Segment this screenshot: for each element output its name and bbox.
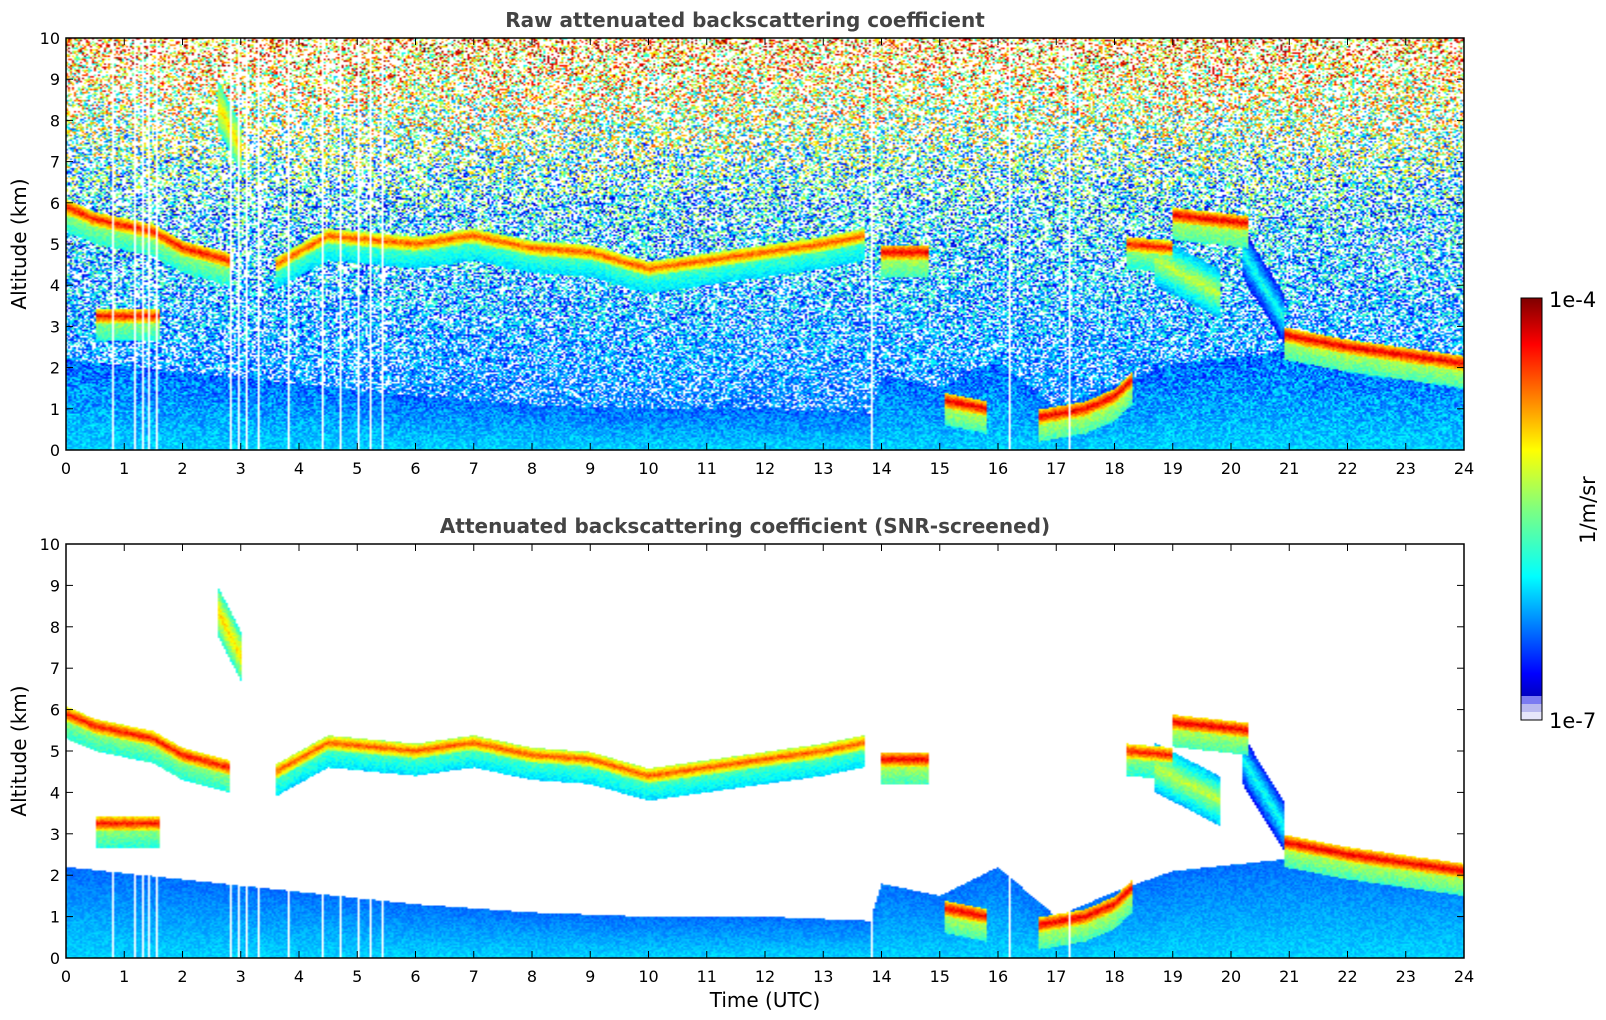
x-tick-label: 14 <box>871 459 891 478</box>
y-tick-label: 9 <box>50 576 60 595</box>
top-panel-title: Raw attenuated backscattering coefficien… <box>505 8 985 32</box>
x-tick-label: 18 <box>1104 459 1124 478</box>
x-tick-label: 19 <box>1163 459 1183 478</box>
y-tick-label: 3 <box>50 317 60 336</box>
x-tick-label: 16 <box>988 967 1008 986</box>
x-tick-label: 2 <box>177 967 187 986</box>
x-tick-label: 1 <box>119 967 129 986</box>
x-tick-label: 3 <box>236 967 246 986</box>
top-y-axis: 0 1 2 3 4 5 6 7 8 9 10 <box>40 29 1464 460</box>
x-tick-label: 21 <box>1279 967 1299 986</box>
top-y-axis-label: Altitude (km) <box>7 178 31 309</box>
x-tick-label: 6 <box>410 967 420 986</box>
x-tick-label: 4 <box>294 459 304 478</box>
x-axis-label: Time (UTC) <box>709 988 821 1012</box>
y-tick-label: 8 <box>50 618 60 637</box>
colorbar-unit-label: 1/m/sr <box>1576 476 1600 544</box>
x-tick-label: 20 <box>1221 459 1241 478</box>
x-tick-label: 6 <box>410 459 420 478</box>
x-tick-label: 9 <box>585 967 595 986</box>
x-tick-label: 2 <box>177 459 187 478</box>
y-tick-label: 1 <box>50 400 60 419</box>
colorbar-low-band-2 <box>1521 704 1542 712</box>
y-tick-label: 4 <box>50 276 60 295</box>
y-tick-label: 6 <box>50 701 60 720</box>
x-tick-label: 12 <box>755 967 775 986</box>
x-tick-label: 11 <box>697 459 717 478</box>
x-tick-label: 13 <box>813 459 833 478</box>
top-heatmap <box>66 38 1464 450</box>
y-tick-label: 9 <box>50 70 60 89</box>
y-tick-label: 2 <box>50 866 60 885</box>
x-tick-label: 7 <box>469 459 479 478</box>
x-tick-label: 8 <box>527 967 537 986</box>
colorbar-low-band-3 <box>1521 696 1542 704</box>
x-tick-label: 24 <box>1454 459 1474 478</box>
x-tick-label: 14 <box>871 967 891 986</box>
x-tick-label: 23 <box>1396 459 1416 478</box>
bottom-y-axis-label: Altitude (km) <box>7 685 31 816</box>
colorbar: 1e-4 1e-7 1/m/sr <box>1520 288 1600 733</box>
y-tick-label: 10 <box>40 29 60 48</box>
x-tick-label: 18 <box>1104 967 1124 986</box>
y-tick-label: 5 <box>50 235 60 254</box>
x-tick-label: 5 <box>352 967 362 986</box>
x-tick-label: 19 <box>1163 967 1183 986</box>
bottom-y-axis: 0 1 2 3 4 5 6 7 8 9 10 <box>40 535 1464 968</box>
x-tick-label: 8 <box>527 459 537 478</box>
y-tick-label: 4 <box>50 783 60 802</box>
x-tick-label: 15 <box>930 967 950 986</box>
x-tick-label: 24 <box>1454 967 1474 986</box>
colorbar-max-label: 1e-4 <box>1549 288 1596 312</box>
x-tick-label: 21 <box>1279 459 1299 478</box>
x-tick-label: 9 <box>585 459 595 478</box>
y-tick-label: 6 <box>50 194 60 213</box>
x-tick-label: 7 <box>469 967 479 986</box>
bottom-panel-title: Attenuated backscattering coefficient (S… <box>440 514 1050 538</box>
x-tick-label: 0 <box>61 459 71 478</box>
x-tick-label: 11 <box>697 967 717 986</box>
bottom-heatmap <box>66 544 1464 958</box>
x-tick-label: 17 <box>1046 459 1066 478</box>
x-tick-label: 22 <box>1337 459 1357 478</box>
x-tick-label: 13 <box>813 967 833 986</box>
colorbar-frame <box>1520 297 1543 721</box>
y-tick-label: 2 <box>50 359 60 378</box>
y-tick-label: 7 <box>50 659 60 678</box>
x-tick-label: 23 <box>1396 967 1416 986</box>
bottom-x-axis: 0 1 2 3 4 5 6 7 8 9 10 11 12 13 14 15 16 17 18 19 20 21 22 23 24 <box>61 544 1474 986</box>
x-tick-label: 5 <box>352 459 362 478</box>
y-tick-label: 1 <box>50 908 60 927</box>
colorbar-gradient <box>1521 298 1542 720</box>
x-tick-label: 20 <box>1221 967 1241 986</box>
x-tick-label: 1 <box>119 459 129 478</box>
x-tick-label: 4 <box>294 967 304 986</box>
x-tick-label: 22 <box>1337 967 1357 986</box>
x-tick-label: 16 <box>988 459 1008 478</box>
colorbar-min-label: 1e-7 <box>1549 709 1596 733</box>
y-tick-label: 3 <box>50 825 60 844</box>
x-tick-label: 12 <box>755 459 775 478</box>
x-tick-label: 17 <box>1046 967 1066 986</box>
top-x-axis: 0 1 2 3 4 5 6 7 8 9 10 11 12 13 14 15 16 17 18 19 20 21 22 23 24 <box>61 38 1474 478</box>
y-tick-label: 0 <box>50 441 60 460</box>
y-tick-label: 0 <box>50 949 60 968</box>
x-tick-label: 3 <box>236 459 246 478</box>
y-tick-label: 7 <box>50 153 60 172</box>
y-tick-label: 8 <box>50 111 60 130</box>
x-tick-label: 10 <box>638 967 658 986</box>
x-tick-label: 0 <box>61 967 71 986</box>
y-tick-label: 10 <box>40 535 60 554</box>
x-tick-label: 10 <box>638 459 658 478</box>
colorbar-low-band-1 <box>1521 712 1542 720</box>
x-tick-label: 15 <box>930 459 950 478</box>
y-tick-label: 5 <box>50 742 60 761</box>
